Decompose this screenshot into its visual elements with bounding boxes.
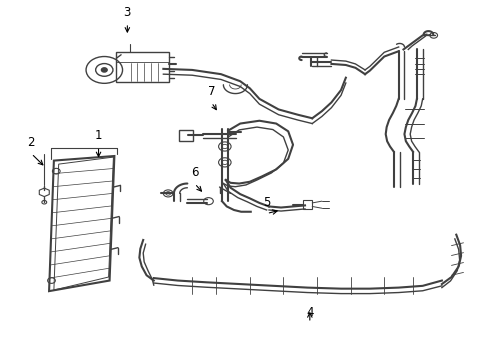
Text: 2: 2 bbox=[27, 136, 35, 149]
Circle shape bbox=[101, 68, 107, 72]
Text: 6: 6 bbox=[191, 166, 198, 179]
Text: 1: 1 bbox=[95, 129, 102, 142]
Text: 4: 4 bbox=[306, 306, 314, 319]
Text: 7: 7 bbox=[208, 85, 215, 98]
Polygon shape bbox=[303, 201, 312, 209]
Text: 3: 3 bbox=[123, 6, 131, 19]
Text: 5: 5 bbox=[263, 196, 270, 209]
